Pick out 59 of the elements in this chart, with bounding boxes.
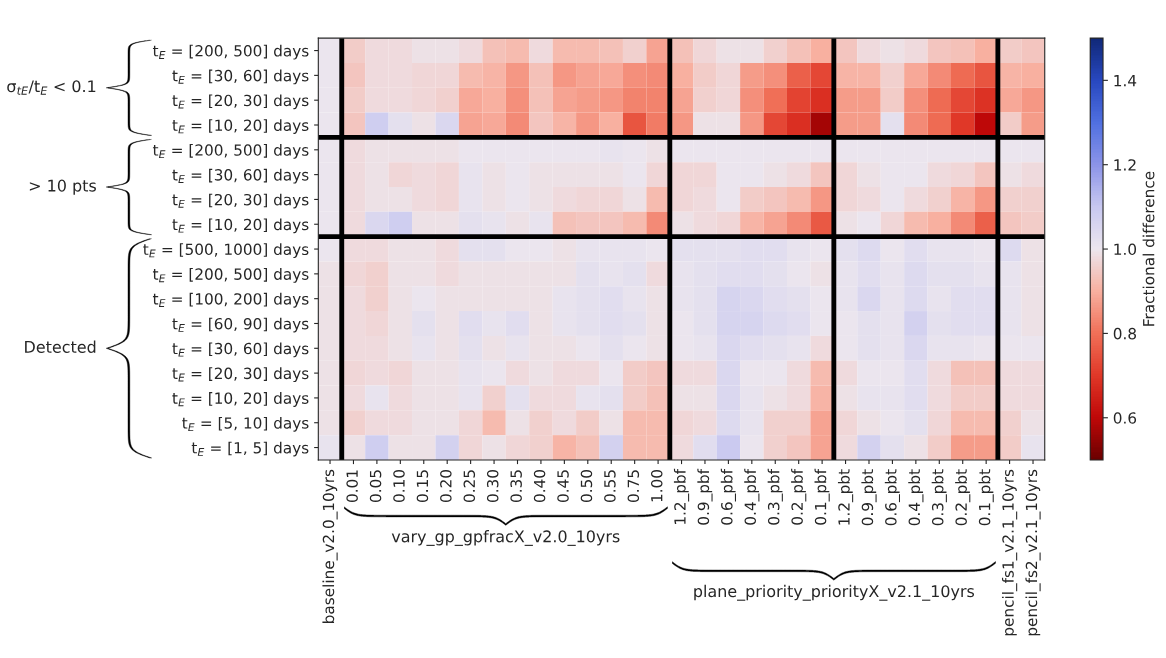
color-bar-title: Fractional difference <box>1142 171 1155 326</box>
color-bar-label: 0.6 <box>1113 412 1137 424</box>
x-tick-label: 0.45 <box>557 470 569 502</box>
y-tick-label: t$_{E}$ = [10, 20] days <box>172 392 309 407</box>
y-tick-label: t$_{E}$ = [200, 500] days <box>152 268 309 283</box>
color-bar-label: 0.8 <box>1113 327 1137 340</box>
y-tick-label: t$_{E}$ = [30, 60] days <box>172 342 309 358</box>
y-tick-label: t$_{E}$ = [1, 5] days <box>191 441 309 457</box>
x-tick-label: 0.3_pbf <box>767 468 783 525</box>
x-tick-label: 0.35 <box>510 470 522 502</box>
y-tick-label: t$_{E}$ = [30, 60] days <box>172 69 309 85</box>
y-tick-label: t$_{E}$ = [30, 60] days <box>172 168 309 184</box>
y-tick-label: t$_{E}$ = [500, 1000] days <box>143 243 309 259</box>
x-tick-label: 1.00 <box>650 469 663 502</box>
x-tick-label: 0.25 <box>463 470 476 502</box>
y-tick-label: t$_{E}$ = [20, 30] days <box>172 94 309 110</box>
x-tick-label: 0.1_pbt <box>978 469 994 526</box>
x-tick-label: 1.2_pbf <box>673 468 690 524</box>
y-tick-label: t$_{E}$ = [100, 200] days <box>152 292 309 308</box>
x-tick-label: 1.2_pbt <box>837 469 854 525</box>
x-tick-label: 0.4_pbf <box>744 468 760 525</box>
y-tick-label: t$_{E}$ = [20, 30] days <box>172 193 309 209</box>
color-bar-label: 1.4 <box>1114 75 1137 87</box>
y-tick-label: t$_{E}$ = [10, 20] days <box>172 218 309 234</box>
x-tick-label: 0.15 <box>416 470 429 502</box>
x-tick-label: pencil_fs1_v2.1_10yrs <box>1001 469 1018 636</box>
y-tick-label: t$_{E}$ = [200, 500] days <box>152 144 309 159</box>
x-tick-label: 0.9_pbt <box>861 469 877 526</box>
x-tick-label: 0.75 <box>627 470 640 502</box>
y-tick-label: t$_{E}$ = [200, 500] days <box>152 44 309 60</box>
y-tick-label: t$_{E}$ = [60, 90] days <box>172 317 309 333</box>
x-tick-label: 0.55 <box>604 470 616 502</box>
x-tick-label: 0.6_pbt <box>884 469 901 526</box>
y-tick-label: t$_{E}$ = [10, 20] days <box>172 119 309 134</box>
x-tick-label: 0.2_pbf <box>791 468 807 525</box>
x-tick-label: 0.4_pbt <box>908 469 924 526</box>
y-tick-label: t$_{E}$ = [5, 10] days <box>182 416 309 432</box>
x-tick-label: baseline_v2.0_10yrs <box>322 469 338 623</box>
x-tick-label: 0.01 <box>346 470 358 502</box>
text: Detected <box>25 340 96 353</box>
x-tick-label: 0.1_pbf <box>814 468 830 525</box>
x-tick-label: pencil_fs2_v2.1_10yrs <box>1025 469 1041 636</box>
x-tick-label: 0.05 <box>369 470 382 502</box>
y-tick-label: t$_{E}$ = [20, 30] days <box>172 367 309 383</box>
text: vary_gp_gpfracX_v2.0_10yrs <box>391 530 620 546</box>
x-tick-label: 0.30 <box>486 469 499 502</box>
x-tick-label: 0.3_pbt <box>931 469 947 526</box>
x-tick-label: 0.6_pbf <box>720 468 736 525</box>
x-tick-label: 0.50 <box>580 469 593 502</box>
text: > 10 pts <box>29 179 96 195</box>
color-bar-label: 1.2 <box>1114 159 1136 171</box>
x-tick-label: 0.20 <box>440 469 452 502</box>
text: plane_priority_priorityX_v2.1_10yrs <box>694 584 975 601</box>
x-tick-label: 0.9_pbf <box>697 468 713 525</box>
color-bar-label: 1.0 <box>1114 243 1137 256</box>
x-tick-label: 0.10 <box>393 469 405 502</box>
text: σ$_{tE}$/t$_{E}$ < 0.1 <box>7 80 96 95</box>
x-tick-label: 0.40 <box>533 469 546 502</box>
x-tick-label: 0.2_pbt <box>955 469 971 526</box>
